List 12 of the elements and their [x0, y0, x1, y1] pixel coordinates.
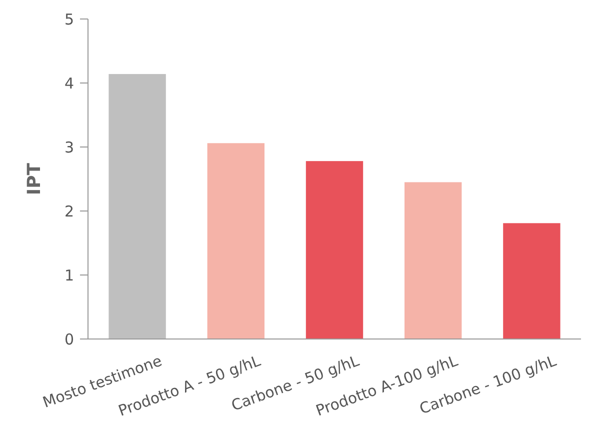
y-tick-label: 4 — [64, 74, 74, 92]
bar — [108, 74, 166, 339]
y-tick-label: 5 — [64, 10, 74, 28]
bar — [503, 223, 560, 339]
y-tick-label: 3 — [64, 138, 74, 156]
y-tick-label: 0 — [64, 330, 74, 348]
y-tick-label: 1 — [64, 266, 74, 284]
bar — [306, 161, 364, 339]
y-axis-title: IPT — [24, 162, 45, 196]
y-tick-label: 2 — [64, 202, 74, 220]
bar — [207, 143, 264, 339]
bar — [404, 182, 462, 339]
